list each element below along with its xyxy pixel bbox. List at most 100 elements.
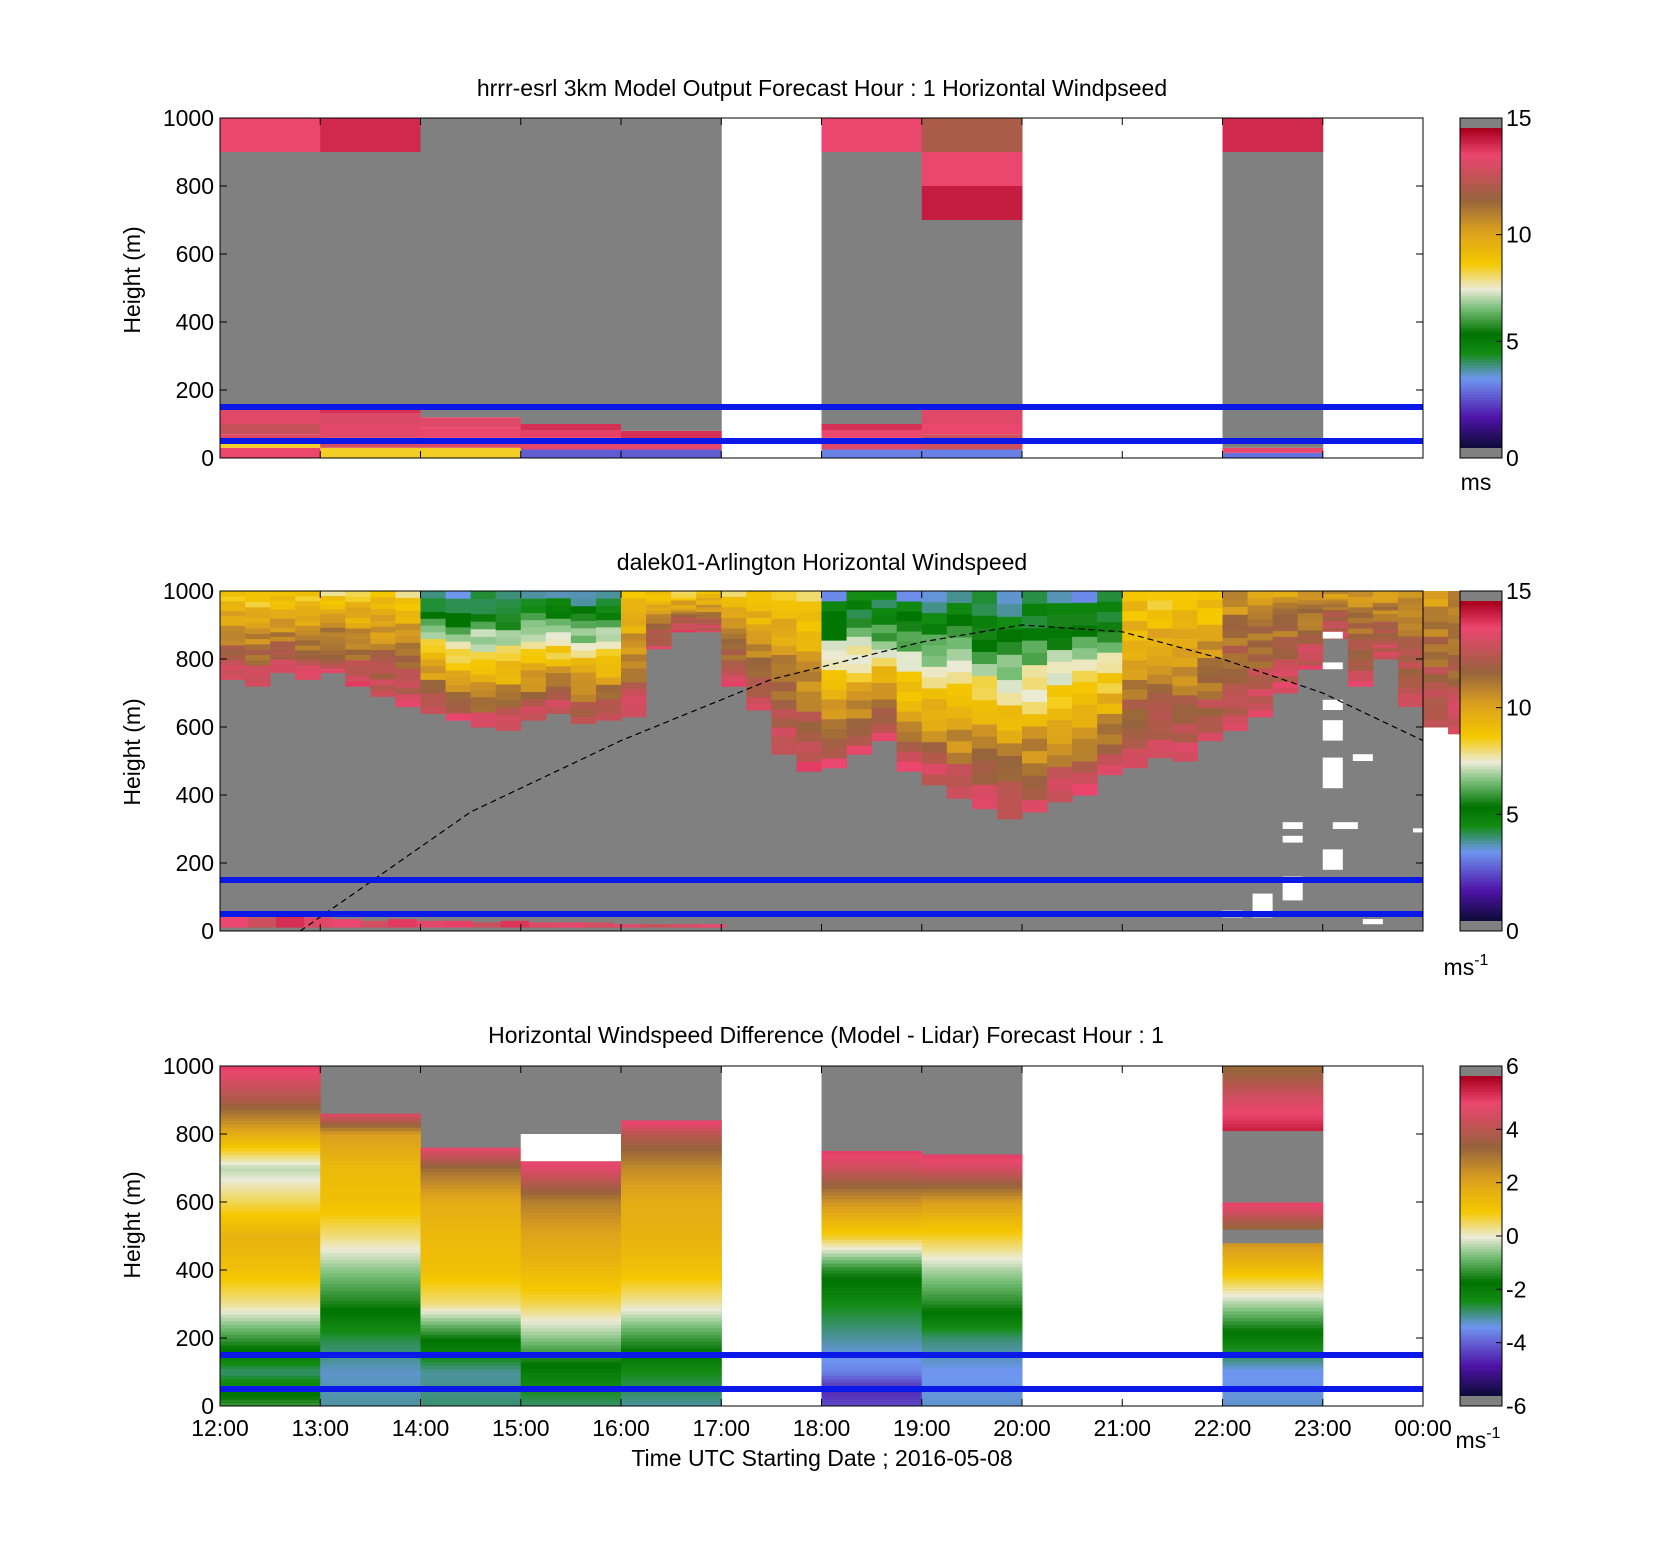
lidar-cell (696, 611, 722, 615)
difference-cell (420, 1270, 522, 1274)
model-cell (821, 152, 923, 424)
lidar-cell (1097, 662, 1123, 674)
lidar-cell (971, 687, 998, 701)
difference-cell (821, 1232, 923, 1237)
lidar-cell (1297, 604, 1324, 609)
lidar-cell (1047, 743, 1073, 756)
lidar-cell (1397, 680, 1424, 688)
lidar-cell (646, 642, 672, 647)
difference-cell (320, 1297, 421, 1302)
lidar-cell (996, 641, 1023, 655)
lidar-cell (846, 745, 873, 755)
colorbar-frame (1459, 590, 1503, 932)
difference-cell (520, 1215, 622, 1220)
colorbar-swatch (1460, 849, 1502, 853)
colorbar-swatch (1460, 827, 1502, 831)
lidar-cell (245, 680, 271, 687)
lidar-cell (1122, 640, 1148, 651)
difference-cell (621, 1188, 722, 1193)
lidar-cell (646, 610, 672, 614)
difference-cell (1222, 1154, 1324, 1159)
lidar-cell (846, 591, 873, 601)
colorbar-cap-bottom (1460, 921, 1502, 931)
colorbar-swatch (1460, 229, 1502, 233)
colorbar-swatch (1460, 915, 1502, 919)
colorbar-swatch (1460, 643, 1502, 647)
lidar-cell (1147, 665, 1173, 675)
difference-cell (821, 1314, 923, 1319)
lidar-cell (420, 659, 447, 667)
lidar-cell (1423, 711, 1449, 720)
lidar-cell (796, 621, 822, 632)
difference-cell (821, 1164, 923, 1169)
difference-cell (921, 1181, 1023, 1186)
lidar-cell (946, 637, 973, 650)
lidar-cell (320, 663, 346, 669)
lidar-cell (295, 610, 321, 617)
lidar-cell (570, 605, 597, 614)
colorbar-swatch (1460, 742, 1502, 746)
colorbar-swatch (1460, 178, 1502, 182)
difference-cell (320, 1195, 421, 1200)
lidar-cell (696, 606, 722, 610)
colorbar-swatch (1460, 899, 1502, 903)
lidar-cell (696, 591, 722, 594)
difference-cell (1222, 1140, 1324, 1145)
colorbar-swatch (1460, 189, 1502, 193)
difference-cell (1222, 1066, 1324, 1070)
colorbar-swatch (1460, 186, 1502, 190)
lidar-cell (1423, 628, 1449, 637)
difference-cell (420, 1212, 522, 1217)
difference-cell (220, 1120, 321, 1125)
model-cell (621, 441, 722, 450)
difference-cell (1222, 1232, 1324, 1237)
lidar-cell (1397, 668, 1424, 675)
colorbar-swatch (1460, 601, 1502, 605)
lidar-surface-cell (388, 919, 417, 928)
colorbar-swatch (1460, 1350, 1502, 1354)
difference-cell (821, 1283, 923, 1288)
colorbar-swatch (1460, 274, 1502, 278)
difference-cell (420, 1331, 522, 1336)
colorbar-swatch (1460, 434, 1502, 438)
lidar-cell (370, 672, 396, 680)
colorbar-swatch (1460, 622, 1502, 626)
lidar-cell (1172, 600, 1198, 611)
difference-cell (320, 1171, 421, 1176)
difference-cell (220, 1137, 321, 1142)
difference-cell (320, 1198, 421, 1203)
model-cell (220, 434, 321, 441)
difference-cell (220, 1334, 321, 1339)
lidar-cell (721, 591, 747, 597)
lidar-cell (1397, 661, 1424, 669)
lidar-cell (771, 591, 797, 601)
difference-cell (420, 1293, 522, 1298)
lidar-cell (1172, 666, 1198, 677)
colorbar-swatch (1460, 1182, 1502, 1186)
lidar-cell (245, 606, 271, 613)
lidar-cell (721, 659, 747, 666)
colorbar-tick-label: 5 (1506, 801, 1519, 827)
lidar-cell (520, 677, 547, 685)
difference-cell (621, 1290, 722, 1295)
lidar-cell (1172, 704, 1198, 715)
lidar-cell (1322, 593, 1349, 597)
difference-cell (621, 1331, 722, 1336)
lidar-cell (1272, 681, 1299, 688)
colorbar-swatch (1460, 160, 1502, 164)
difference-cell (921, 1402, 1023, 1407)
lidar-cell (420, 652, 447, 660)
colorbar-swatch (1460, 248, 1502, 252)
lidar-cell (245, 675, 271, 682)
difference-cell (420, 1246, 522, 1251)
model-cell (1222, 118, 1324, 152)
lidar-cell (746, 676, 772, 685)
lidar-cell (1347, 591, 1374, 597)
difference-cell (420, 1253, 522, 1257)
lidar-cell (846, 681, 873, 692)
difference-cell (320, 1283, 421, 1288)
lidar-cell (1347, 596, 1374, 603)
lidar-cell (1172, 657, 1198, 668)
lidar-cell (721, 654, 747, 661)
difference-cell (921, 1154, 1023, 1159)
